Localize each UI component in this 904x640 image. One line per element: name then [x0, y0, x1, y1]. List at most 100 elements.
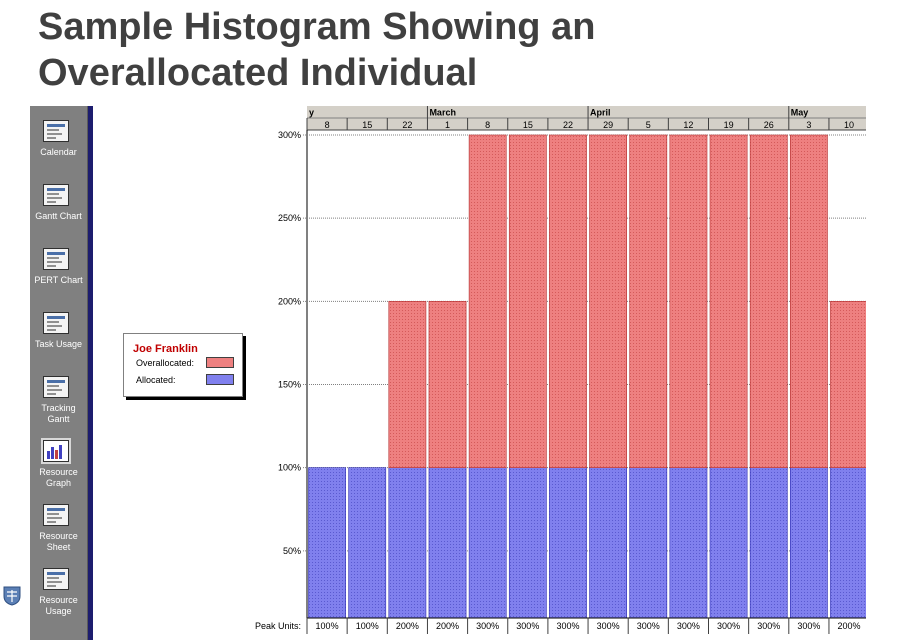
view-bar-label: PERT Chart [34, 275, 83, 285]
x-tick-label: 15 [362, 120, 372, 130]
slide-title: Sample Histogram Showing an Overallocate… [38, 4, 858, 96]
resource-graph-chart: y March April May 8 15 22 1 8 15 22 29 5 12 19 26 3 10 50%… [255, 106, 866, 634]
x-tick-label: 19 [724, 120, 734, 130]
resource-usage-icon [43, 568, 69, 590]
bar-allocated [589, 467, 627, 634]
bar-overallocated [388, 301, 427, 468]
view-bar-item-pert-chart[interactable]: PERT Chart [30, 248, 87, 312]
peak-units-value: 100% [316, 621, 339, 631]
peak-units-value: 300% [597, 621, 620, 631]
view-bar-label: Resource Sheet [39, 531, 78, 552]
view-bar-label: Task Usage [34, 339, 83, 349]
bar-overallocated [508, 134, 547, 468]
peak-units-value: 300% [757, 621, 780, 631]
bar-allocated [508, 467, 547, 634]
bar-overallocated [468, 134, 507, 468]
month-label: March [429, 108, 456, 118]
peak-units-value: 300% [677, 621, 700, 631]
y-tick-label: 300% [278, 130, 301, 140]
x-tick-label: 1 [445, 120, 450, 130]
bar-allocated [749, 467, 788, 634]
view-bar-item-resource-graph[interactable]: Resource Graph [30, 438, 87, 504]
x-tick-label: 5 [646, 120, 651, 130]
bar-allocated [669, 467, 708, 634]
peak-units-value: 200% [436, 621, 459, 631]
y-tick-label: 100% [278, 463, 301, 473]
x-tick-label: 26 [764, 120, 774, 130]
view-bar-label: Gantt Chart [35, 211, 82, 221]
peak-units-value: 300% [637, 621, 660, 631]
peak-units-value: 300% [717, 621, 740, 631]
bar-allocated [549, 467, 587, 634]
peak-units-value: 100% [356, 621, 379, 631]
bar-overallocated [749, 134, 788, 468]
x-tick-label: 3 [806, 120, 811, 130]
x-tick-label: 22 [563, 120, 573, 130]
bar-allocated [709, 467, 748, 634]
pert-chart-icon [43, 248, 69, 270]
view-bar-item-resource-sheet[interactable]: Resource Sheet [30, 504, 87, 568]
view-bar-label: Calendar [40, 147, 77, 157]
x-tick-label: 15 [523, 120, 533, 130]
bar-allocated [348, 467, 387, 634]
y-tick-label: 250% [278, 213, 301, 223]
bar-allocated [830, 467, 866, 634]
view-bar-divider [88, 106, 93, 640]
resource-graph-icon [41, 438, 71, 464]
view-bar-item-tracking-gantt[interactable]: Tracking Gantt [30, 376, 87, 440]
legend-allocated-label: Allocated: [136, 375, 176, 385]
x-tick-label: 10 [844, 120, 854, 130]
bar-allocated [468, 467, 507, 634]
view-bar-item-gantt-chart[interactable]: Gantt Chart [30, 184, 87, 248]
peak-units-label: Peak Units: [255, 621, 301, 631]
bar-overallocated [629, 134, 668, 468]
chart-legend: Joe Franklin Overallocated: Allocated: [123, 333, 243, 397]
university-logo-icon [3, 586, 21, 606]
y-tick-label: 150% [278, 380, 301, 390]
view-bar-label: Resource Graph [39, 467, 78, 488]
bar-allocated [789, 467, 828, 634]
legend-resource-name: Joe Franklin [133, 343, 198, 355]
month-label: May [791, 108, 809, 118]
gantt-chart-icon [43, 184, 69, 206]
x-tick-label: 8 [325, 120, 330, 130]
legend-allocated-swatch [206, 374, 234, 385]
view-bar: Calendar Gantt Chart PERT Chart Task Usage T… [30, 106, 88, 640]
view-bar-item-task-usage[interactable]: Task Usage [30, 312, 87, 376]
calendar-icon [43, 120, 69, 142]
bar-overallocated [830, 301, 866, 468]
bar-allocated [629, 467, 668, 634]
x-tick-label: 29 [603, 120, 613, 130]
bar-overallocated [709, 134, 748, 468]
bar-overallocated [669, 134, 708, 468]
bar-allocated [388, 467, 427, 634]
month-label: y [309, 108, 314, 118]
task-usage-icon [43, 312, 69, 334]
bar-overallocated [789, 134, 828, 468]
peak-units-row [307, 618, 866, 634]
x-tick-label: 8 [485, 120, 490, 130]
tracking-gantt-icon [43, 376, 69, 398]
bar-allocated [428, 467, 467, 634]
peak-units-value: 300% [476, 621, 499, 631]
view-bar-item-calendar[interactable]: Calendar [30, 120, 87, 184]
peak-units-value: 300% [556, 621, 579, 631]
month-label: April [590, 108, 611, 118]
bar-allocated [308, 467, 346, 634]
legend-overallocated-label: Overallocated: [136, 358, 195, 368]
y-tick-label: 50% [283, 546, 301, 556]
peak-units-value: 300% [797, 621, 820, 631]
y-tick-label: 200% [278, 296, 301, 306]
resource-sheet-icon [43, 504, 69, 526]
peak-units-value: 200% [838, 621, 861, 631]
x-tick-label: 22 [402, 120, 412, 130]
legend-overallocated-swatch [206, 357, 234, 368]
bar-overallocated [428, 301, 467, 468]
peak-units-value: 200% [396, 621, 419, 631]
peak-units-value: 300% [516, 621, 539, 631]
slide-title-line-1: Sample Histogram Showing an [38, 6, 596, 48]
view-bar-label: Resource Usage [39, 595, 78, 616]
bar-overallocated [549, 134, 587, 468]
bar-overallocated [589, 134, 627, 468]
view-bar-item-resource-usage[interactable]: Resource Usage [30, 568, 87, 632]
